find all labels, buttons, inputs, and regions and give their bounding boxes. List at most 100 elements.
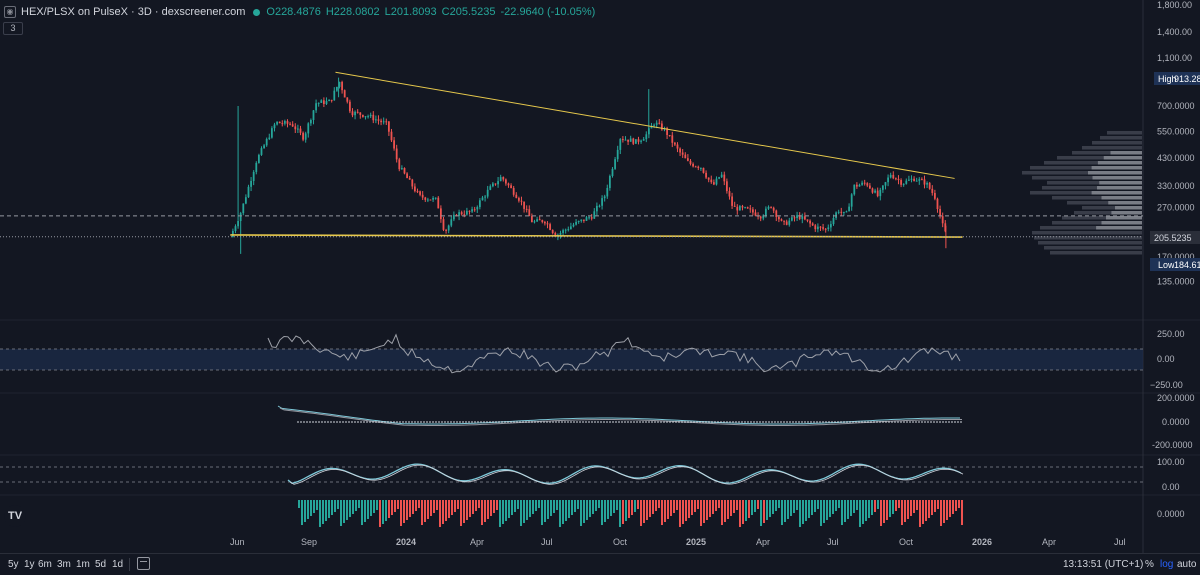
candle-body xyxy=(445,229,447,231)
volume-profile-bar xyxy=(1052,196,1142,200)
price-axis-tick: 1,400.00 xyxy=(1157,27,1192,37)
candle-body xyxy=(398,159,401,170)
candle-body xyxy=(536,219,538,222)
range-5y-button[interactable]: 5y xyxy=(8,559,19,570)
calendar-icon[interactable] xyxy=(137,557,150,570)
momentum-bar xyxy=(502,500,504,524)
candle-body xyxy=(842,211,845,213)
candle-body xyxy=(286,121,289,124)
momentum-bar xyxy=(931,500,933,515)
candle-body xyxy=(502,177,505,180)
momentum-bar xyxy=(313,500,315,513)
momentum-bar xyxy=(328,500,330,518)
range-5d-button[interactable]: 5d xyxy=(95,559,107,570)
momentum-bar xyxy=(913,500,915,513)
momentum-bar xyxy=(643,500,645,523)
momentum-bar xyxy=(319,500,321,527)
momentum-bar xyxy=(451,500,453,515)
momentum-bar xyxy=(778,500,780,508)
candle-body xyxy=(866,183,869,186)
eye-icon[interactable]: ◉ xyxy=(4,6,16,18)
candle-body xyxy=(268,137,271,140)
candle-body xyxy=(879,189,882,197)
candle-body xyxy=(806,219,809,221)
momentum-bar xyxy=(688,500,690,518)
momentum-bar xyxy=(892,500,894,514)
candle-body xyxy=(372,114,375,121)
candle-body xyxy=(582,219,585,221)
candle-body xyxy=(632,138,635,144)
candle-body xyxy=(845,211,848,213)
candle-body xyxy=(231,230,234,238)
volume-profile-bar xyxy=(1108,201,1142,205)
candle-body xyxy=(562,230,564,233)
momentum-bar xyxy=(403,500,405,523)
momentum-bar xyxy=(412,500,414,514)
candle-body xyxy=(692,163,694,167)
range-3m-button[interactable]: 3m xyxy=(57,559,71,570)
low-label-badge xyxy=(1150,258,1174,271)
momentum-bar xyxy=(811,500,813,515)
momentum-bar xyxy=(367,500,369,519)
momentum-bar xyxy=(754,500,756,512)
volume-profile-bar xyxy=(1044,161,1142,165)
range-1d-button[interactable]: 1d xyxy=(112,559,124,570)
range-6m-button[interactable]: 6m xyxy=(38,559,52,570)
momentum-bar xyxy=(406,500,408,520)
candle-body xyxy=(283,121,286,124)
auto-scale-toggle[interactable]: auto xyxy=(1177,559,1197,570)
candle-body xyxy=(770,206,772,208)
candle-body xyxy=(424,197,427,200)
candle-body xyxy=(400,168,403,170)
candle-body xyxy=(822,227,824,229)
candle-body xyxy=(871,188,874,193)
candle-body xyxy=(783,220,785,222)
market-status-dot xyxy=(253,8,261,16)
momentum-bar xyxy=(946,500,948,520)
candle-body xyxy=(923,179,926,185)
momentum-bar xyxy=(907,500,909,519)
momentum-bar xyxy=(607,500,609,519)
time-axis-label: Jul xyxy=(827,537,839,547)
candle-body xyxy=(684,154,687,159)
candle-body xyxy=(393,140,395,149)
tradingview-logo-icon[interactable]: TV xyxy=(4,505,26,527)
stoch-tick: 0.00 xyxy=(1162,482,1180,492)
candle-body xyxy=(255,162,258,172)
momentum-bar xyxy=(820,500,822,526)
time-axis-label: Jul xyxy=(1114,537,1126,547)
momentum-bar xyxy=(895,500,897,511)
momentum-bar xyxy=(409,500,411,517)
candle-body xyxy=(577,220,580,222)
momentum-bar xyxy=(580,500,582,526)
momentum-bar xyxy=(583,500,585,523)
price-axis-tick: 330.0000 xyxy=(1157,181,1195,191)
momentum-bar xyxy=(418,500,420,508)
candle-body xyxy=(679,148,681,153)
candle-body xyxy=(320,100,323,103)
candle-body xyxy=(702,167,705,173)
momentum-bar xyxy=(928,500,930,518)
clock-readout[interactable]: 13:13:51 (UTC+1) xyxy=(1063,559,1144,570)
momentum-bar xyxy=(523,500,525,523)
candle-body xyxy=(569,226,572,230)
candle-body xyxy=(403,168,406,174)
candle-body xyxy=(302,132,304,140)
time-axis-label: 2026 xyxy=(972,537,992,547)
momentum-bar xyxy=(532,500,534,514)
log-scale-toggle[interactable]: log xyxy=(1160,559,1174,570)
indicator-count-toggle[interactable]: 3 xyxy=(3,22,23,35)
time-axis-label: Jun xyxy=(230,537,245,547)
momentum-bar xyxy=(385,500,387,521)
momentum-bar xyxy=(439,500,441,527)
percent-scale-toggle[interactable]: % xyxy=(1145,559,1154,570)
candle-body xyxy=(481,197,484,201)
range-1y-button[interactable]: 1y xyxy=(24,559,35,570)
candle-body xyxy=(744,207,746,209)
candle-body xyxy=(715,178,718,185)
symbol-title[interactable]: HEX/PLSX on PulseX · 3D · dexscreener.co… xyxy=(21,6,246,18)
range-1m-button[interactable]: 1m xyxy=(76,559,90,570)
candle-body xyxy=(348,101,351,112)
momentum-bar xyxy=(454,500,456,512)
